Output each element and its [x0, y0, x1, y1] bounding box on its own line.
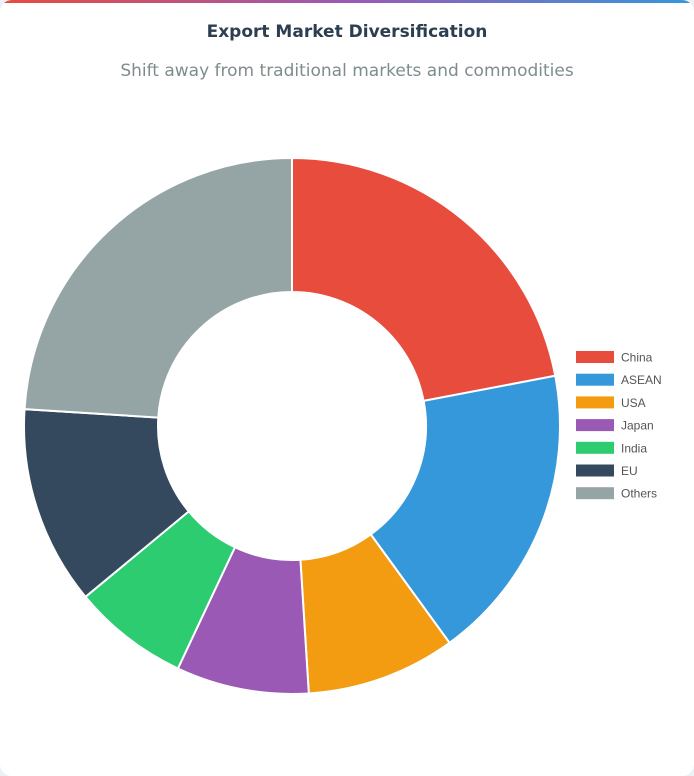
top-accent-bar [0, 0, 694, 3]
legend-label-japan[interactable]: Japan [621, 419, 654, 433]
slice-asean[interactable] [369, 374, 561, 645]
legend-label-eu[interactable]: EU [621, 464, 638, 478]
legend-swatch-others[interactable] [576, 487, 614, 500]
legend-label-others[interactable]: Others [621, 487, 657, 501]
doughnut-slices [23, 156, 561, 695]
legend-swatch-eu[interactable] [576, 464, 614, 477]
legend-label-china[interactable]: China [621, 351, 653, 365]
legend-swatch-asean[interactable] [576, 373, 614, 386]
legend-swatch-india[interactable] [576, 441, 614, 454]
legend-swatch-china[interactable] [576, 351, 614, 363]
slice-others[interactable] [23, 156, 293, 419]
legend-label-india[interactable]: India [621, 441, 647, 455]
chart-subtitle: Shift away from traditional markets and … [120, 61, 574, 81]
legend-swatch-japan[interactable] [576, 419, 614, 432]
chart-legend: China ASEAN USA Japan India EU Others [576, 351, 662, 501]
legend-label-asean[interactable]: ASEAN [621, 373, 662, 387]
legend-swatch-usa[interactable] [576, 396, 614, 409]
slice-china[interactable] [291, 156, 557, 403]
chart-title: Export Market Diversification [206, 22, 488, 42]
legend-label-usa[interactable]: USA [621, 396, 646, 410]
